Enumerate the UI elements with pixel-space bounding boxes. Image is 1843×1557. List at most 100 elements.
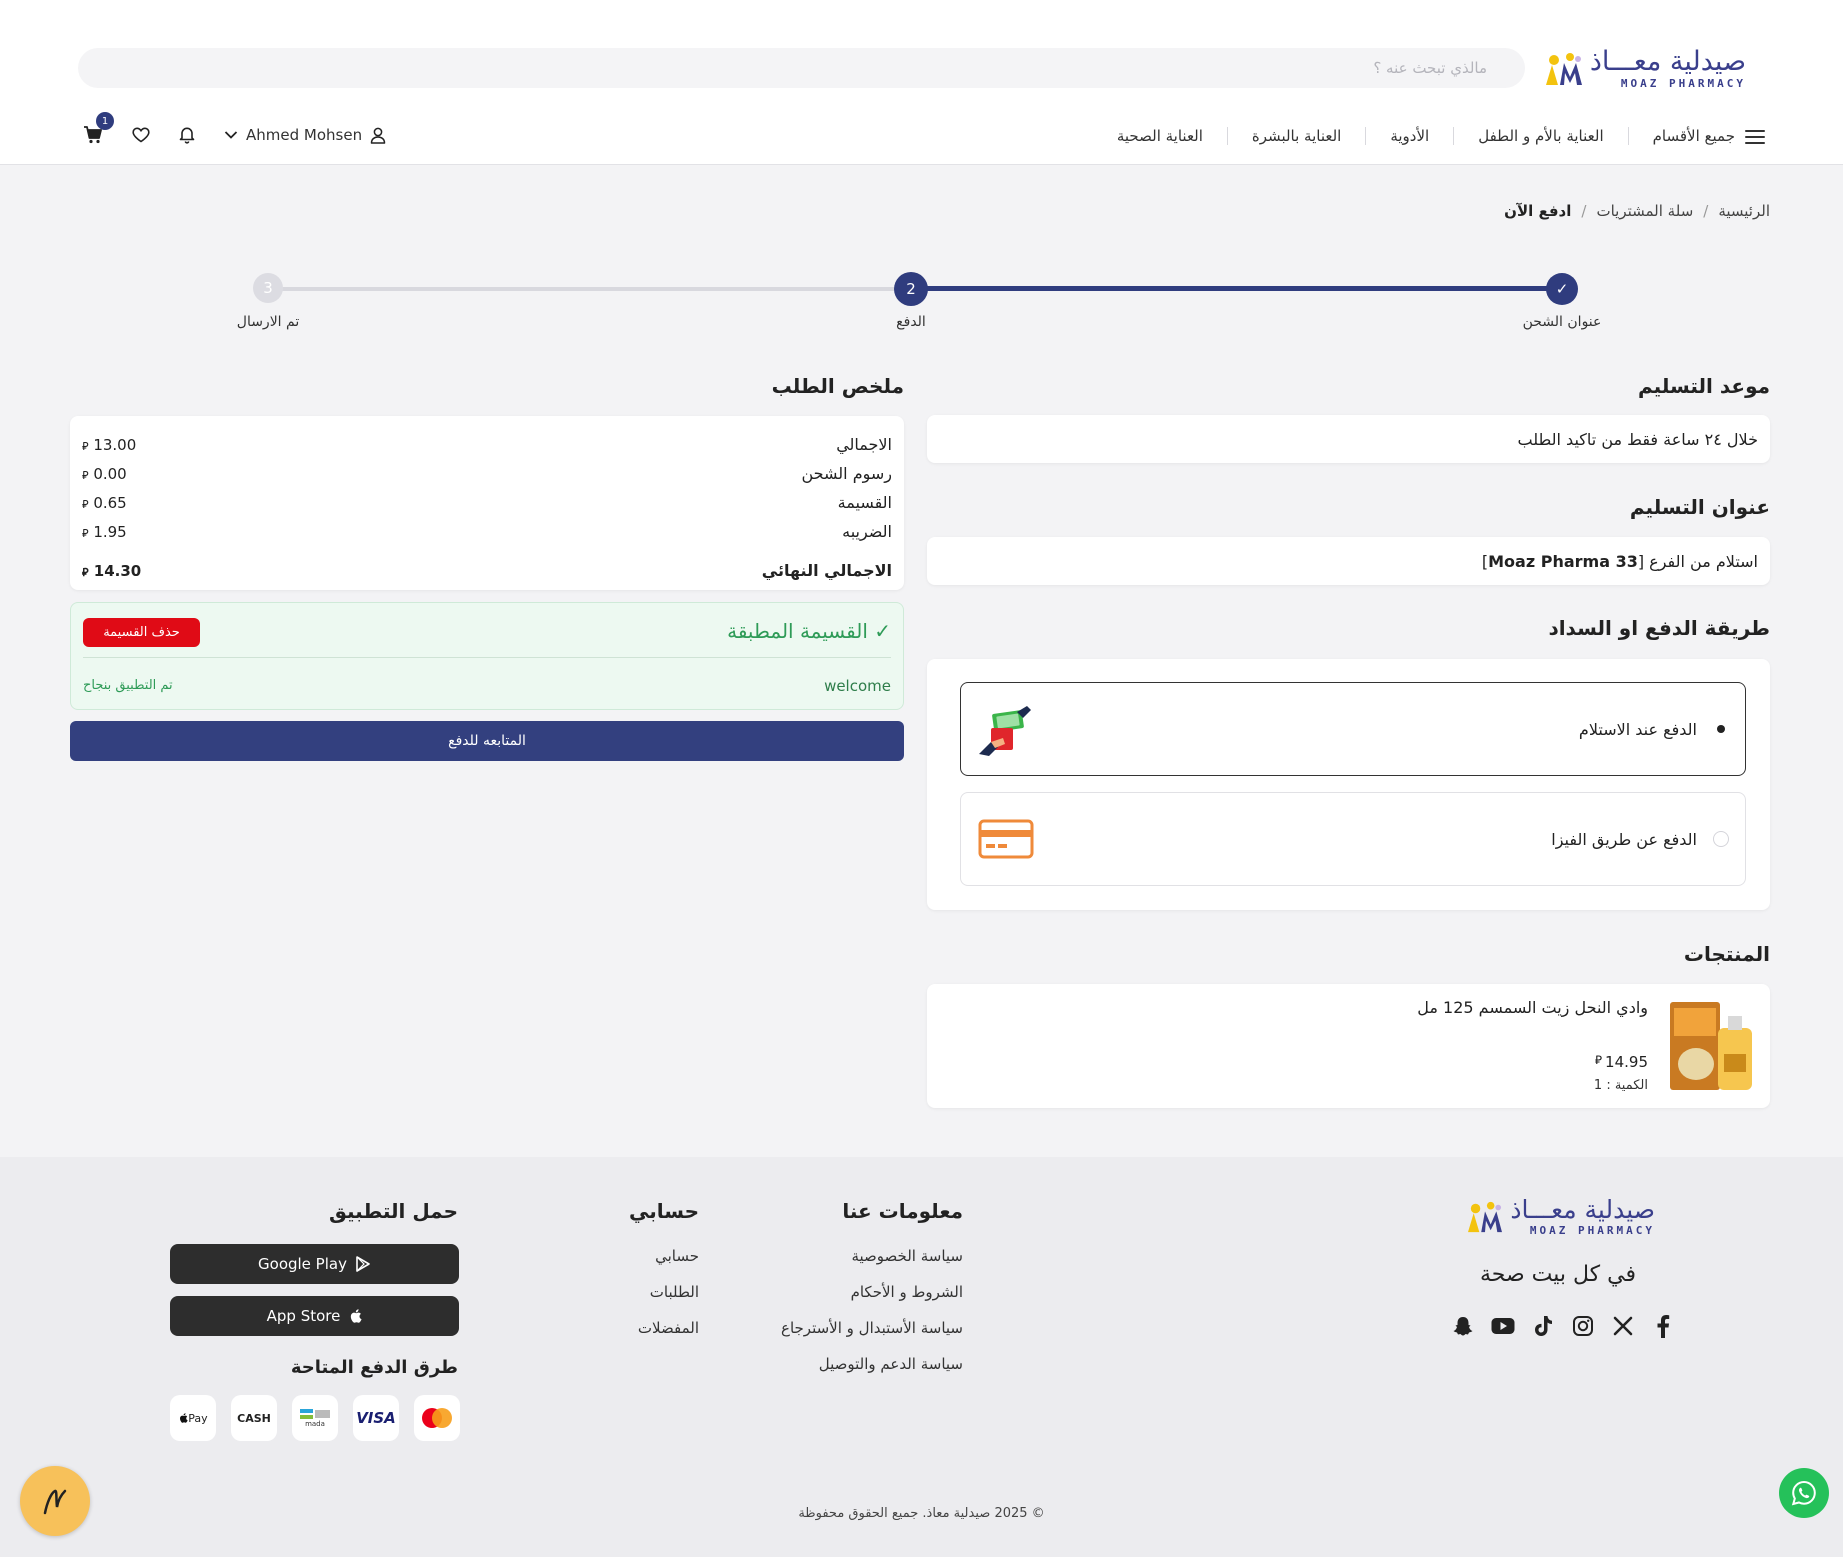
logo-arabic-text: صيدلية معـــاذ	[1589, 46, 1746, 77]
payment-method-badges: Pay CASH mada VISA	[170, 1395, 460, 1441]
notifications-button[interactable]	[172, 120, 202, 150]
proceed-to-payment-button[interactable]: المتابعه للدفع	[70, 721, 904, 761]
footer-link-returns[interactable]: سياسة الأستبدال و الأسترجاع	[781, 1319, 963, 1337]
logo-mark-icon	[1545, 52, 1582, 85]
delivery-time-text: خلال ٢٤ ساعة فقط من تاكيد الطلب	[1517, 429, 1758, 449]
search-bar[interactable]	[78, 48, 1525, 88]
user-icon	[370, 127, 386, 144]
site-logo[interactable]: صيدلية معـــاذ MOAZ PHARMACY	[1544, 48, 1746, 89]
payment-method-card: الدفع عند الاستلام الدفع عن طريق الفيزا	[927, 659, 1770, 910]
cash-label: CASH	[237, 1411, 271, 1425]
summary-value: ⃁ 13.00	[82, 436, 136, 454]
nav-medicines[interactable]: الأدوية	[1365, 127, 1453, 145]
logo-arabic-text: صيدلية معـــاذ	[1510, 1195, 1655, 1224]
instagram-icon	[1573, 1316, 1593, 1336]
currency-symbol-icon: ⃁	[82, 468, 89, 482]
main-nav: جميع الأقسام العناية بالأم و الطفل الأدو…	[1093, 123, 1765, 149]
step-sent-label: تم الارسال	[236, 314, 300, 330]
youtube-link[interactable]	[1490, 1313, 1516, 1339]
bell-icon	[179, 127, 195, 144]
summary-value: ⃁ 0.00	[82, 465, 127, 483]
apple-icon	[351, 1309, 362, 1323]
copyright-text: © 2025 صيدلية معاذ. جميع الحقوق محفوظة	[798, 1506, 1045, 1521]
breadcrumb: الرئيسية / سلة المشتريات / ادفع الآن	[1504, 202, 1770, 220]
coupon-title: ✓ القسيمة المطبقة	[727, 619, 891, 643]
logo-english-text: MOAZ PHARMACY	[1529, 1224, 1655, 1237]
hamburger-menu-icon	[1745, 129, 1765, 144]
step-shipping-done-marker: ✓	[1546, 273, 1578, 305]
mada-badge: mada	[292, 1395, 338, 1441]
delivery-branch-name: Moaz Pharma 33	[1488, 551, 1638, 571]
nav-health-care[interactable]: العناية الصحية	[1116, 127, 1203, 145]
applied-coupon-card: ✓ القسيمة المطبقة حذف القسيمة welcome تم…	[70, 602, 904, 710]
heart-icon	[132, 127, 150, 143]
delivery-time-box: خلال ٢٤ ساعة فقط من تاكيد الطلب	[927, 415, 1770, 463]
products-title: المنتجات	[1683, 942, 1770, 966]
breadcrumb-home[interactable]: الرئيسية	[1718, 202, 1770, 220]
summary-total-value: ⃁ 14.30	[82, 562, 141, 580]
search-input[interactable]	[78, 48, 1525, 88]
summary-label: الضريبه	[842, 522, 892, 541]
site-footer: صيدلية معـــاذ MOAZ PHARMACY في كل بيت ص…	[0, 1157, 1843, 1557]
nav-all-categories[interactable]: جميع الأقسام	[1627, 127, 1765, 145]
tiktok-link[interactable]	[1530, 1313, 1556, 1339]
breadcrumb-separator: /	[1703, 202, 1709, 220]
cart-icon	[84, 126, 102, 144]
snapchat-link[interactable]	[1450, 1313, 1476, 1339]
user-menu-button[interactable]: Ahmed Mohsen	[224, 126, 386, 144]
order-summary-card: الاجمالي ⃁ 13.00 رسوم الشحن ⃁ 0.00 القسي…	[70, 416, 904, 590]
app-store-button[interactable]: App Store	[170, 1296, 459, 1336]
delete-coupon-button[interactable]: حذف القسيمة	[83, 618, 200, 647]
mastercard-badge	[414, 1395, 460, 1441]
footer-logo[interactable]: صيدلية معـــاذ MOAZ PHARMACY	[1466, 1197, 1655, 1236]
product-item[interactable]: وادي النحل زيت السمسم 125 مل ⃁ 14.95 الكم…	[927, 984, 1770, 1108]
payment-option-cash[interactable]: الدفع عند الاستلام	[960, 682, 1746, 776]
delivery-address-prefix: استلام من الفرع [	[1637, 551, 1758, 571]
footer-link-terms[interactable]: الشروط و الأحكام	[850, 1283, 963, 1301]
product-name: وادي النحل زيت السمسم 125 مل	[1417, 998, 1648, 1017]
footer-link-privacy[interactable]: سياسة الخصوصية	[851, 1247, 963, 1265]
step-payment-label: الدفع	[896, 314, 926, 330]
whatsapp-button[interactable]	[1779, 1468, 1829, 1518]
cash-hand-icon	[979, 706, 1031, 756]
radio-visa[interactable]	[1713, 831, 1729, 847]
payment-option-visa[interactable]: الدفع عن طريق الفيزا	[960, 792, 1746, 886]
summary-value: ⃁ 0.65	[82, 494, 127, 512]
google-play-button[interactable]: Google Play	[170, 1244, 459, 1284]
nav-label: جميع الأقسام	[1652, 127, 1735, 145]
product-image	[1670, 1002, 1752, 1090]
summary-amount: 1.95	[93, 522, 127, 541]
product-quantity: الكمية : 1	[1593, 1078, 1648, 1093]
payment-option-label: الدفع عن طريق الفيزا	[1551, 829, 1697, 849]
apple-pay-icon	[180, 1413, 188, 1423]
instagram-link[interactable]	[1570, 1313, 1596, 1339]
currency-symbol-icon: ⃁	[82, 526, 89, 540]
nav-skin-care[interactable]: العناية بالبشرة	[1226, 127, 1365, 145]
currency-symbol-icon: ⃁	[82, 565, 89, 579]
coupon-code: welcome	[824, 677, 891, 695]
nav-mother-child-care[interactable]: العناية بالأم و الطفل	[1453, 127, 1627, 145]
footer-link-favorites[interactable]: المفضلات	[637, 1319, 699, 1337]
facebook-link[interactable]	[1650, 1313, 1676, 1339]
floating-signature-badge[interactable]	[20, 1466, 90, 1536]
payment-methods-title: طرق الدفع المتاحة	[290, 1357, 458, 1378]
mada-label: mada	[305, 1419, 325, 1428]
x-twitter-link[interactable]	[1610, 1313, 1636, 1339]
footer-account-title: حسابي	[628, 1199, 699, 1223]
summary-row-total: الاجمالي النهائي ⃁ 14.30	[82, 556, 892, 585]
tiktok-icon	[1535, 1316, 1552, 1336]
footer-link-orders[interactable]: الطلبات	[649, 1283, 699, 1301]
footer-link-support[interactable]: سياسة الدعم والتوصيل	[818, 1355, 963, 1373]
logo-text: صيدلية معـــاذ MOAZ PHARMACY	[1590, 48, 1746, 89]
wishlist-button[interactable]	[126, 120, 156, 150]
mada-icon	[300, 1408, 330, 1419]
cart-button[interactable]: 1	[78, 112, 114, 150]
order-summary-title: ملخص الطلب	[771, 374, 904, 398]
cash-badge: CASH	[231, 1395, 277, 1441]
play-store-icon	[356, 1256, 370, 1272]
radio-cash-on-delivery[interactable]	[1713, 721, 1729, 737]
logo-mark-icon	[1468, 1201, 1503, 1232]
footer-link-my-account[interactable]: حسابي	[655, 1247, 699, 1265]
step-payment-marker: 2	[894, 272, 928, 306]
breadcrumb-cart[interactable]: سلة المشتريات	[1596, 202, 1694, 220]
